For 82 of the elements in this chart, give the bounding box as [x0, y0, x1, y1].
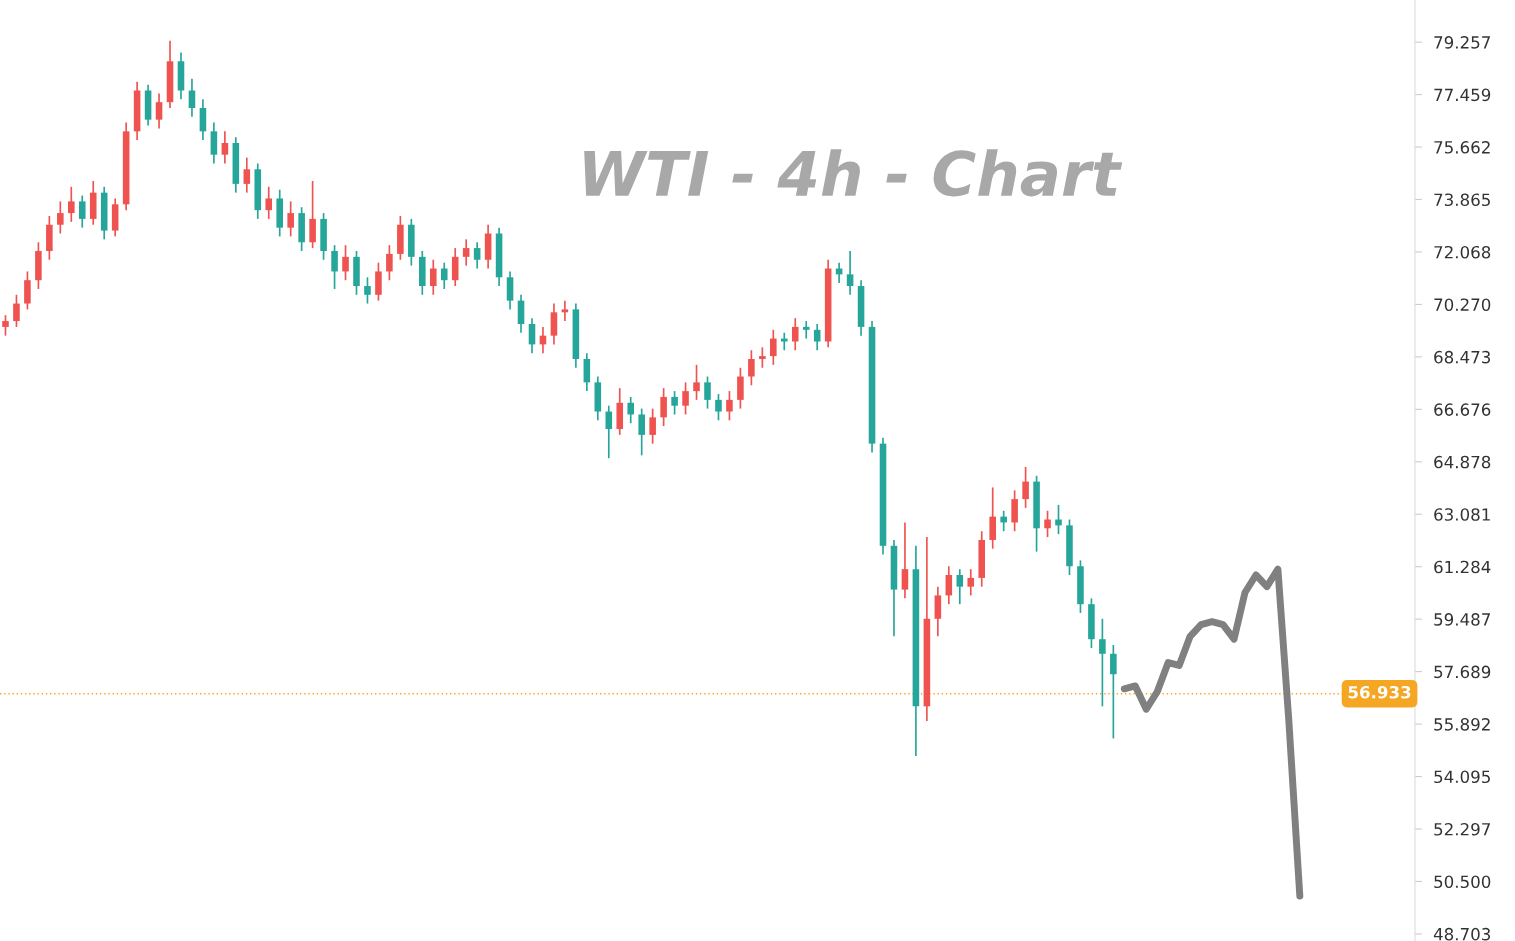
y-tick-label: 75.662	[1434, 141, 1490, 154]
y-tick-label: 55.892	[1434, 718, 1490, 731]
candlestick	[243, 156, 251, 194]
candlestick	[462, 238, 470, 267]
candlestick	[901, 521, 909, 600]
candlestick	[342, 244, 349, 282]
candlestick	[1044, 509, 1051, 538]
candlestick	[210, 121, 218, 165]
candlestick	[451, 247, 459, 287]
candlestick	[649, 407, 656, 445]
candlestick	[13, 293, 20, 328]
candlestick	[188, 77, 196, 118]
candlestick	[57, 200, 64, 235]
y-tick-label: 54.095	[1434, 770, 1490, 784]
candlestick	[1055, 504, 1062, 535]
candlestick	[627, 396, 635, 425]
candlestick	[309, 180, 316, 249]
candlestick	[1011, 489, 1018, 533]
candlestick	[846, 250, 854, 296]
y-tick-label: 70.270	[1434, 298, 1491, 311]
y-tick-label: 68.473	[1434, 350, 1491, 364]
candlestick	[375, 261, 382, 302]
candlestick	[331, 244, 338, 290]
y-tick-label: 79.257	[1434, 36, 1490, 49]
candlestick	[550, 302, 558, 346]
candlestick	[945, 565, 953, 606]
candlestick	[68, 185, 75, 223]
candlestick	[506, 270, 514, 311]
candlestick	[199, 98, 207, 141]
candlestick	[1022, 466, 1029, 509]
candlestick	[287, 200, 294, 238]
candlestick	[24, 270, 31, 311]
candlestick	[1099, 617, 1106, 708]
candlestick	[221, 130, 229, 165]
candlestick	[605, 404, 613, 460]
candlestick	[671, 390, 678, 416]
candlestick	[660, 387, 667, 427]
candlestick	[704, 375, 711, 410]
candlestick	[1000, 509, 1007, 533]
y-tick-label: 64.878	[1434, 455, 1491, 469]
candlestick	[934, 585, 942, 638]
candlestick	[1110, 644, 1117, 740]
candlestick	[583, 352, 591, 392]
candlestick	[715, 393, 722, 422]
y-tick-label: 61.284	[1434, 560, 1491, 574]
candlestick	[364, 276, 371, 305]
y-tick-label: 52.297	[1434, 822, 1490, 836]
candlestick	[682, 381, 689, 416]
y-tick-label: 72.068	[1434, 245, 1491, 259]
candlestick	[693, 364, 700, 401]
candlestick	[473, 241, 481, 270]
candlestick	[78, 194, 86, 229]
candlestick	[759, 346, 766, 369]
candlestick	[770, 328, 777, 366]
candlestick	[791, 317, 799, 352]
candlestick	[386, 244, 393, 282]
y-tick-label: 63.081	[1434, 508, 1490, 521]
candlestick	[265, 185, 273, 220]
candlestick	[517, 293, 525, 334]
candlestick	[638, 407, 645, 457]
candlestick	[2, 314, 9, 337]
y-tick-label: 66.676	[1434, 403, 1491, 416]
y-tick-label: 77.459	[1434, 88, 1491, 102]
y-tick-label: 48.703	[1433, 927, 1491, 941]
candlestick	[429, 258, 437, 296]
candlestick	[956, 568, 964, 606]
candlestick	[802, 320, 810, 340]
candlestick	[726, 390, 733, 422]
ref-line-label: 56.933	[1348, 685, 1411, 699]
candlestick	[748, 349, 755, 387]
candlestick	[440, 261, 448, 290]
candlestick	[561, 299, 569, 322]
y-tick-label: 59.487	[1434, 613, 1490, 626]
y-tick-label: 57.689	[1434, 665, 1491, 679]
candlestick	[737, 366, 744, 410]
candlestick	[528, 317, 536, 355]
text: WTI - 4h - Chart	[584, 149, 1123, 197]
y-tick-label: 73.865	[1434, 193, 1490, 207]
candlestick	[989, 486, 996, 550]
candlestick	[155, 92, 163, 130]
y-tick-label: 50.500	[1434, 875, 1491, 889]
candlestick	[967, 568, 975, 597]
